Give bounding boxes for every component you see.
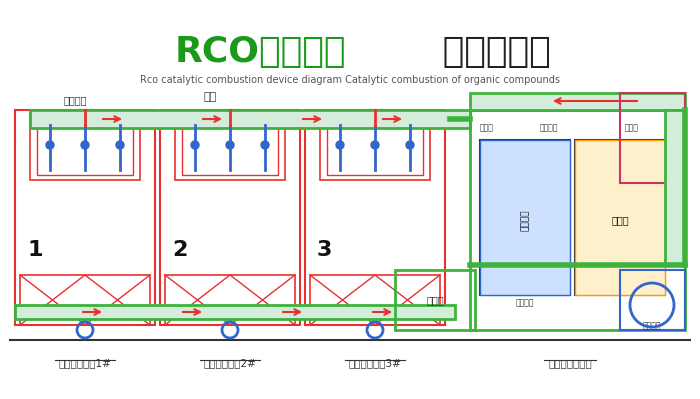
Bar xyxy=(620,270,685,330)
Bar xyxy=(575,140,665,295)
Bar xyxy=(182,120,278,175)
Text: 工作裝置圖: 工作裝置圖 xyxy=(430,35,551,69)
Text: 管道: 管道 xyxy=(204,92,216,102)
Bar xyxy=(327,120,423,175)
Bar xyxy=(30,110,470,128)
Bar xyxy=(470,110,685,330)
Bar xyxy=(470,93,685,110)
Text: 油循環: 油循環 xyxy=(625,123,639,132)
Circle shape xyxy=(191,141,199,149)
Text: RCO催化燃燒: RCO催化燃燒 xyxy=(175,35,346,69)
Text: 3: 3 xyxy=(317,240,332,260)
Circle shape xyxy=(371,141,379,149)
Text: 催化燃燒凈化塔: 催化燃燒凈化塔 xyxy=(548,358,592,368)
Bar xyxy=(160,110,300,325)
FancyBboxPatch shape xyxy=(221,110,239,120)
Text: 1: 1 xyxy=(27,240,43,260)
FancyBboxPatch shape xyxy=(366,110,384,120)
Bar xyxy=(15,305,455,319)
Bar xyxy=(320,110,430,180)
Circle shape xyxy=(116,141,124,149)
Circle shape xyxy=(226,141,234,149)
Bar xyxy=(30,110,140,180)
Bar xyxy=(175,110,285,180)
Text: Rco catalytic combustion device diagram Catalytic combustion of organic compound: Rco catalytic combustion device diagram … xyxy=(140,75,560,85)
Bar xyxy=(665,110,685,265)
FancyBboxPatch shape xyxy=(76,110,94,120)
Text: 熱交換器: 熱交換器 xyxy=(540,123,559,132)
Bar xyxy=(480,140,570,295)
Text: 氣流方向: 氣流方向 xyxy=(63,95,87,105)
Bar xyxy=(305,110,445,325)
Bar xyxy=(395,270,475,330)
Bar xyxy=(575,140,665,295)
Bar xyxy=(15,110,155,325)
Text: 催化燃燒: 催化燃燒 xyxy=(521,209,529,231)
Circle shape xyxy=(336,141,344,149)
Text: 2: 2 xyxy=(172,240,188,260)
Circle shape xyxy=(406,141,414,149)
Text: 活性炭吸附塔2#: 活性炭吸附塔2# xyxy=(204,358,256,368)
Circle shape xyxy=(46,141,54,149)
Text: 油膜片: 油膜片 xyxy=(480,123,494,132)
Bar xyxy=(310,275,440,325)
Text: 活性炭吸附塔1#: 活性炭吸附塔1# xyxy=(59,358,111,368)
Text: 活性炭吸附塔3#: 活性炭吸附塔3# xyxy=(349,358,401,368)
Bar xyxy=(20,275,150,325)
Bar xyxy=(165,275,295,325)
Text: 冷卻風機: 冷卻風機 xyxy=(516,298,534,307)
Text: 誘導風機: 誘導風機 xyxy=(643,321,662,330)
Bar xyxy=(480,140,570,295)
Circle shape xyxy=(81,141,89,149)
Text: 加熱區: 加熱區 xyxy=(611,215,629,225)
Text: 湍流箱: 湍流箱 xyxy=(426,295,444,305)
Circle shape xyxy=(261,141,269,149)
Bar xyxy=(37,120,133,175)
Bar xyxy=(620,93,685,183)
